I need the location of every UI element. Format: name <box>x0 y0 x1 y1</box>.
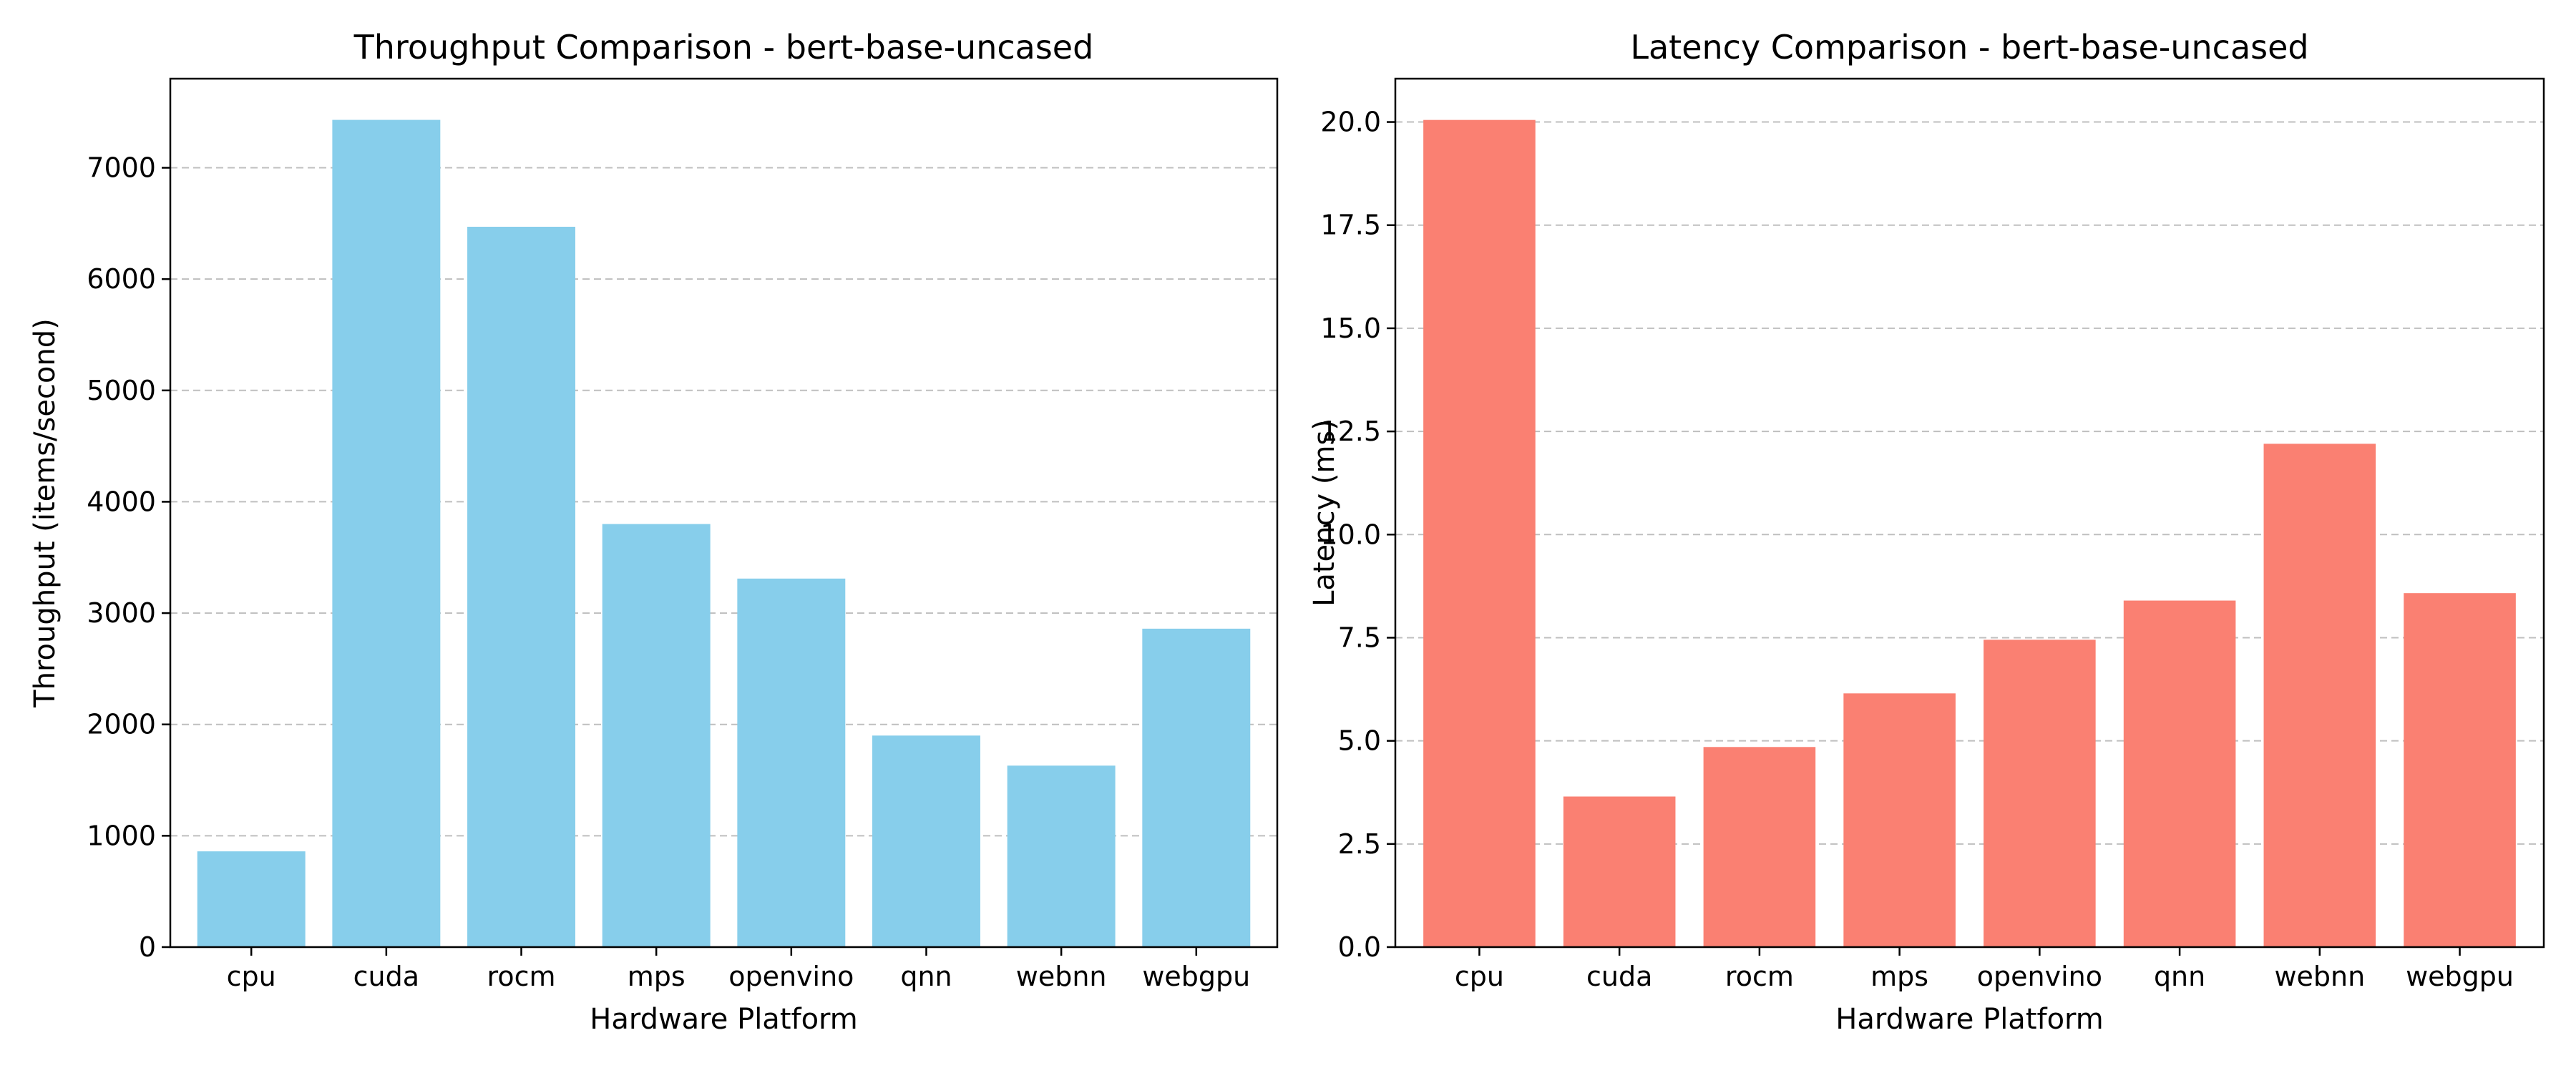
latency-x-tick-label-webgpu: webgpu <box>2406 961 2514 992</box>
latency-bar-webgpu <box>2404 593 2516 947</box>
latency-x-tick-label-cuda: cuda <box>1586 961 1652 992</box>
throughput-y-tick-label: 0 <box>139 931 156 963</box>
latency-bar-cuda <box>1563 796 1676 947</box>
throughput-bar-cpu <box>197 851 306 947</box>
latency-bar-cpu <box>1423 119 1536 947</box>
latency-x-tick-label-cpu: cpu <box>1455 961 1504 992</box>
throughput-chart-title: Throughput Comparison - bert-base-uncase… <box>353 28 1094 67</box>
latency-x-tick-label-qnn: qnn <box>2154 961 2205 992</box>
throughput-x-tick-label-openvino: openvino <box>728 961 854 992</box>
throughput-bar-qnn <box>872 735 980 947</box>
throughput-x-tick-label-qnn: qnn <box>900 961 952 992</box>
latency-bar-qnn <box>2123 600 2236 947</box>
throughput-y-tick-label: 7000 <box>87 152 156 184</box>
latency-x-tick-label-webnn: webnn <box>2274 961 2365 992</box>
throughput-x-ticks: cpu cuda rocm mps openvino qnn webnn webgpu <box>227 947 1250 992</box>
latency-bar-mps <box>1843 693 1956 947</box>
latency-x-ticks: cpu cuda rocm mps openvino qnn webnn webgpu <box>1455 947 2514 992</box>
throughput-y-tick-label: 6000 <box>87 263 156 295</box>
latency-bar-rocm <box>1703 747 1816 947</box>
latency-y-ticks: 0.0 2.5 5.0 7.5 10.0 12.5 15.0 17.5 20.0 <box>1320 107 1395 963</box>
latency-y-tick-label: 17.5 <box>1320 210 1381 241</box>
throughput-y-tick-label: 2000 <box>87 709 156 740</box>
latency-y-axis-label: Latency (ms) <box>1308 419 1341 607</box>
latency-y-tick-label: 15.0 <box>1320 313 1381 344</box>
throughput-y-axis-label: Throughput (items/second) <box>29 318 62 708</box>
throughput-x-tick-label-webgpu: webgpu <box>1142 961 1250 992</box>
latency-y-tick-label: 10.0 <box>1320 519 1381 550</box>
latency-y-tick-label: 20.0 <box>1320 107 1381 138</box>
latency-x-tick-label-openvino: openvino <box>1977 961 2102 992</box>
throughput-y-tick-label: 5000 <box>87 375 156 406</box>
throughput-x-tick-label-mps: mps <box>628 961 686 992</box>
throughput-bar-mps <box>602 524 711 947</box>
latency-y-tick-label: 12.5 <box>1320 416 1381 447</box>
latency-y-tick-label: 2.5 <box>1338 828 1381 860</box>
throughput-bar-webgpu <box>1142 628 1251 947</box>
throughput-x-tick-label-cpu: cpu <box>227 961 276 992</box>
throughput-bar-cuda <box>332 119 441 948</box>
latency-chart: 0.0 2.5 5.0 7.5 10.0 12.5 15.0 17.5 20.0 cpu cuda… <box>1308 28 2545 1036</box>
latency-chart-title: Latency Comparison - bert-base-uncased <box>1630 28 2308 67</box>
latency-y-tick-label: 5.0 <box>1338 725 1381 757</box>
throughput-bars <box>197 119 1251 948</box>
latency-x-tick-label-rocm: rocm <box>1725 961 1794 992</box>
throughput-y-ticks: 0 1000 2000 3000 4000 5000 6000 7000 <box>87 152 170 963</box>
latency-x-axis-label: Hardware Platform <box>1835 1003 2104 1036</box>
throughput-bar-rocm <box>467 227 575 947</box>
throughput-x-tick-label-cuda: cuda <box>353 961 419 992</box>
throughput-y-tick-label: 3000 <box>87 597 156 629</box>
throughput-bar-openvino <box>737 578 846 947</box>
throughput-y-tick-label: 4000 <box>87 486 156 517</box>
latency-y-tick-label: 0.0 <box>1338 931 1381 963</box>
throughput-axes-frame <box>169 77 1279 949</box>
latency-x-tick-label-mps: mps <box>1870 961 1928 992</box>
latency-bar-openvino <box>1984 640 2096 947</box>
throughput-bar-webnn <box>1007 765 1116 947</box>
throughput-y-tick-label: 1000 <box>87 820 156 851</box>
latency-y-tick-label: 7.5 <box>1338 622 1381 653</box>
throughput-chart: 0 1000 2000 3000 4000 5000 6000 7000 cpu cuda roc… <box>29 28 1279 1036</box>
throughput-x-axis-label: Hardware Platform <box>590 1003 858 1036</box>
latency-axes-frame <box>1394 77 2545 949</box>
latency-bars <box>1423 119 2516 947</box>
throughput-x-tick-label-webnn: webnn <box>1016 961 1107 992</box>
latency-bar-webnn <box>2263 444 2376 947</box>
throughput-x-tick-label-rocm: rocm <box>487 961 556 992</box>
